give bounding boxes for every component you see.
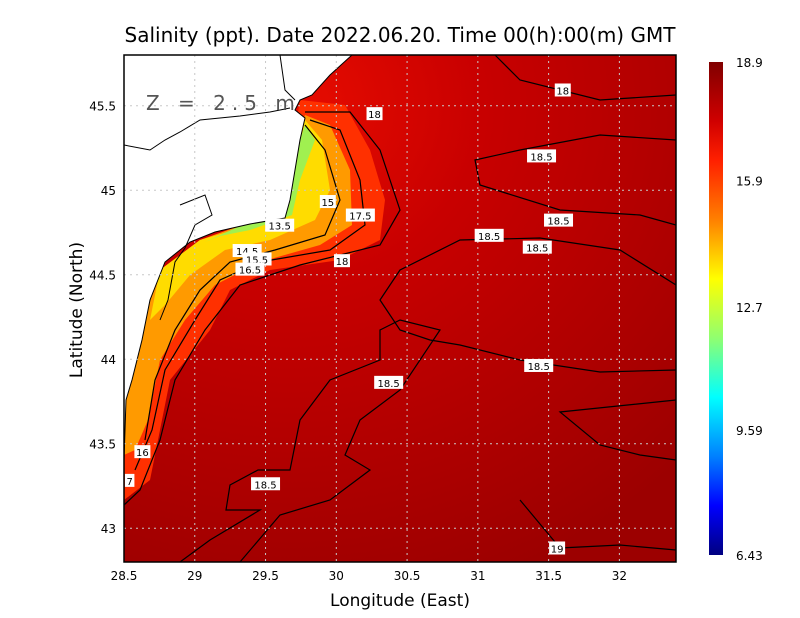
contour-label: 18.5 — [544, 213, 574, 228]
contour-label-text: 18 — [556, 86, 569, 97]
contour-label: 18.5 — [474, 228, 504, 243]
y-tick-label: 44 — [101, 353, 116, 367]
contour-labels: 181818.51517.513.518.518.518.514.515.516… — [124, 83, 574, 555]
y-tick-label: 43.5 — [89, 438, 116, 452]
contour-label: 18 — [554, 83, 571, 97]
contour-label: 17.5 — [345, 208, 375, 223]
contour-label: 18.5 — [522, 240, 552, 255]
contour-label: 15 — [319, 195, 336, 209]
colorbar-tick-label: 18.9 — [736, 56, 763, 70]
y-tick-label: 45 — [101, 184, 116, 198]
contour-label-text: 19 — [551, 544, 564, 555]
contour-label-bg — [366, 107, 383, 121]
contour-label-bg — [265, 218, 295, 232]
contour-label-bg — [544, 213, 574, 227]
colorbar-tick-label: 12.7 — [736, 301, 763, 315]
x-axis-label: Longitude (East) — [330, 591, 470, 611]
contour-label: 18.5 — [527, 149, 557, 163]
contour-label-bg — [345, 208, 375, 222]
colorbar-tick-label: 9.59 — [736, 424, 763, 438]
contour-label-text: 18 — [336, 257, 349, 268]
colorbar-tick-label: 6.43 — [736, 549, 763, 563]
y-tick-label: 45.5 — [89, 100, 116, 114]
contour-label-text: 17.5 — [349, 212, 371, 223]
contour-label-text: 18.5 — [528, 362, 550, 373]
contour-label: 18.5 — [251, 477, 281, 491]
contour-label-text: 18.5 — [478, 232, 500, 243]
contour-label-bg — [251, 477, 281, 491]
green-band — [205, 125, 315, 242]
depth-annotation: Z = 2.5 m — [146, 91, 301, 115]
land — [124, 55, 353, 461]
contour-label-bg — [527, 149, 557, 163]
contour-label-text: 16 — [136, 448, 149, 459]
x-tick-label: 28.5 — [111, 569, 138, 583]
contour-label-bg — [474, 228, 504, 242]
x-tick-label: 31 — [470, 569, 485, 583]
contour-label-text: 18.5 — [547, 217, 569, 228]
contour-label-bg — [235, 262, 265, 276]
contour-label-text: 18.5 — [378, 379, 400, 390]
y-tick-labels: 43 43.5 44 44.5 45 45.5 — [89, 100, 116, 537]
contour-label-bg — [554, 83, 571, 97]
x-tick-label: 29.5 — [252, 569, 279, 583]
x-tick-label: 30 — [329, 569, 344, 583]
chart-title: Salinity (ppt). Date 2022.06.20. Time 00… — [125, 23, 677, 47]
contour-label: 18.5 — [374, 375, 404, 390]
grid — [124, 55, 676, 562]
contour-label: 16.5 — [235, 262, 265, 277]
coastline-crimea — [124, 55, 296, 321]
y-tick-label: 44.5 — [89, 269, 116, 283]
contour-label: 16 — [134, 445, 151, 459]
contour-label-bg — [124, 473, 135, 487]
contour-label-text: 18 — [368, 110, 381, 121]
contour-label-text: 15 — [321, 198, 334, 209]
x-tick-label: 29 — [187, 569, 202, 583]
contour-label-bg — [242, 252, 272, 266]
contour-label-text: 16.5 — [239, 266, 261, 277]
colorbar — [709, 62, 723, 555]
contour-label-text: 18.5 — [530, 152, 552, 163]
contour-label: 13.5 — [265, 218, 295, 233]
x-tick-labels: 28.5 29 29.5 30 30.5 31 31.5 32 — [111, 569, 627, 583]
contour-label-text: 18.5 — [526, 244, 548, 255]
contour-label-bg — [319, 195, 336, 209]
yellow-band — [150, 120, 330, 320]
contour-label: 19 — [549, 541, 566, 555]
contour-label-text: 13.5 — [269, 222, 291, 233]
plot-frame — [123, 54, 677, 563]
x-tick-label: 32 — [612, 569, 627, 583]
contour-label-bg — [333, 254, 350, 268]
contour-label: 7 — [124, 473, 135, 488]
y-tick-label: 43 — [101, 522, 116, 536]
contour-label: 15.5 — [242, 252, 272, 266]
contour-label-text: 7 — [126, 477, 132, 488]
contour-label: 18.5 — [524, 358, 554, 373]
y-axis-label: Latitude (North) — [67, 242, 87, 378]
plot-area: 181818.51517.513.518.518.518.514.515.516… — [124, 55, 676, 562]
contour-label-bg — [524, 358, 554, 372]
contour-label: 18 — [333, 254, 350, 268]
x-tick-label: 31.5 — [535, 569, 562, 583]
contour-label: 18 — [366, 107, 383, 121]
contour-label-bg — [522, 240, 552, 254]
contour-label-bg — [374, 375, 404, 389]
contour-label-text: 15.5 — [246, 255, 268, 266]
colorbar-tick-label: 15.9 — [736, 175, 763, 189]
contour-label-bg — [134, 445, 151, 459]
contour-label-bg — [549, 541, 566, 555]
colorbar-tick-labels: 18.9 15.9 12.7 9.59 6.43 — [736, 56, 763, 563]
x-tick-label: 30.5 — [394, 569, 421, 583]
contour-label-text: 18.5 — [254, 480, 276, 491]
